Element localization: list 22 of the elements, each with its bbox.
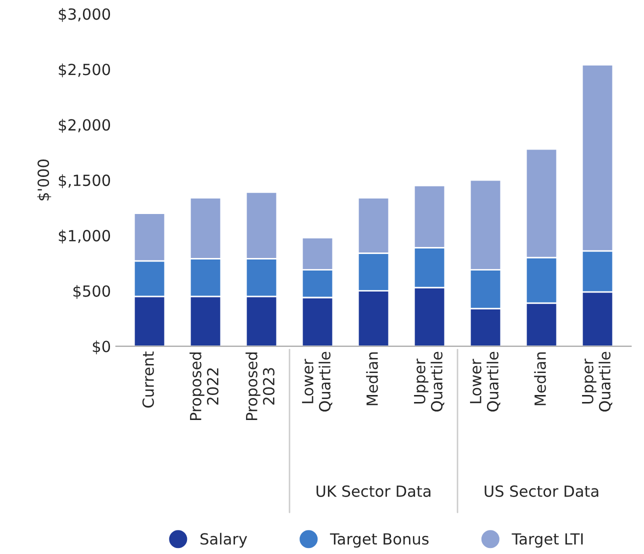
x-tick-label: Upper Quartile xyxy=(414,352,444,412)
legend-label: Target LTI xyxy=(512,533,583,548)
y-tick-label: $0 xyxy=(92,340,110,354)
x-tick-label: Upper Quartile xyxy=(582,352,612,412)
x-tick-label: Lower Quartile xyxy=(302,352,332,412)
y-axis-title: $'000 xyxy=(37,160,52,200)
x-tick-label: Proposed 2022 xyxy=(190,352,219,420)
x-tick-label: Current xyxy=(142,351,154,408)
y-tick-label: $2,500 xyxy=(58,63,110,78)
y-tick-label: $3,000 xyxy=(58,8,110,22)
x-tick-label: Lower Quartile xyxy=(470,352,500,412)
y-tick-label: $500 xyxy=(73,285,110,299)
x-tick-label: Median xyxy=(534,352,546,406)
x-tick-label: Median xyxy=(366,352,378,406)
y-tick-label: $,1500 xyxy=(58,174,110,188)
text: UK Sector Data xyxy=(316,485,430,497)
text: US Sector Data xyxy=(484,485,598,497)
y-tick-label: $1,000 xyxy=(58,230,110,244)
legend-label: Salary xyxy=(200,532,248,548)
x-tick-label: Proposed 2023 xyxy=(246,352,275,420)
legend-label: Target Bonus xyxy=(330,533,429,548)
y-tick-label: $2,000 xyxy=(58,118,110,133)
